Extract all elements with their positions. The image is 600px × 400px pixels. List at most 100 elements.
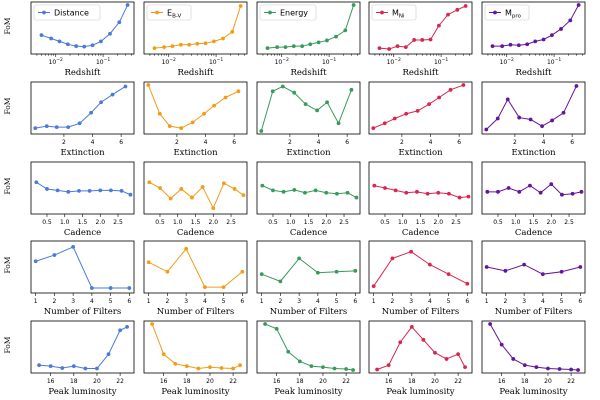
data-point — [184, 246, 189, 251]
x-tick-label: 2 — [390, 298, 394, 305]
data-point — [415, 108, 420, 113]
x-tick-label: 20 — [544, 378, 552, 385]
panel-cadence-distance: 0.5 1.0 1.5 2.0 2.5 Cadence FoM — [3, 161, 135, 238]
data-point — [395, 44, 400, 49]
data-point — [500, 44, 505, 49]
data-point — [433, 350, 437, 355]
panel-cadence-mpro: 0.5 1.0 1.5 2.0 2.5 Cadence — [481, 161, 586, 238]
x-tick-label: 1.0 — [286, 219, 296, 226]
data-point — [546, 366, 550, 371]
x-tick-label: 2.5 — [339, 219, 349, 226]
x-tick-label: 4 — [316, 298, 320, 305]
data-point — [161, 352, 166, 357]
legend-marker — [42, 10, 46, 15]
data-point — [263, 322, 268, 326]
data-point — [485, 189, 490, 194]
legend-label: Energy — [280, 9, 308, 18]
x-axis-label: Extinction — [398, 148, 443, 158]
data-point — [404, 111, 409, 116]
x-axis-label: Cadence — [64, 228, 101, 238]
data-point — [278, 279, 283, 284]
series-line — [376, 326, 466, 370]
x-tick-label: 0.5 — [380, 219, 390, 226]
legend-ebv: EB-V — [146, 4, 192, 21]
x-axis-label: Extinction — [286, 148, 331, 158]
x-tick-label: 4 — [429, 139, 433, 146]
data-point — [303, 190, 307, 195]
data-point — [437, 23, 441, 28]
x-tick-label: 16 — [385, 378, 393, 385]
x-tick-label: 1 — [34, 298, 38, 305]
series-line — [487, 183, 582, 196]
panel-number-of-filters-distance: 1 2 3 4 5 6 Number of Filters FoM — [3, 240, 135, 317]
data-point — [351, 368, 355, 372]
data-point — [60, 366, 65, 370]
x-tick-label: 10−2 — [162, 57, 176, 66]
data-point — [66, 189, 71, 194]
x-tick-label: 20 — [319, 378, 327, 385]
x-axis-label: Peak luminosity — [48, 387, 116, 397]
x-axis-label: Redshift — [516, 68, 553, 78]
y-axis-label: FoM — [3, 256, 12, 273]
panel-number-of-filters-mpro: 1 2 3 4 5 6 Number of Filters — [481, 240, 586, 317]
x-axis-label: Redshift — [403, 68, 440, 78]
data-point — [425, 191, 430, 196]
data-point — [490, 44, 495, 49]
x-tick-label: 2 — [288, 139, 292, 146]
x-tick-label: 22 — [116, 378, 124, 385]
panel-cadence-ebv: 0.5 1.0 1.5 2.0 2.5 Cadence — [143, 161, 248, 238]
data-point — [428, 37, 433, 42]
x-tick-label: 16 — [498, 378, 506, 385]
data-point — [560, 192, 564, 197]
x-axis-label: Number of Filters — [270, 307, 347, 317]
data-point — [55, 188, 60, 193]
data-point — [533, 39, 538, 44]
axes-frame — [368, 240, 473, 294]
data-point — [308, 42, 313, 47]
data-point — [57, 39, 62, 44]
x-axis-label: Cadence — [290, 228, 327, 238]
legend-label: EB-V — [167, 9, 181, 20]
data-point — [313, 188, 318, 193]
data-point — [195, 41, 200, 46]
data-point — [98, 188, 103, 193]
data-point — [280, 84, 285, 89]
data-point — [77, 121, 82, 126]
data-point — [123, 84, 128, 89]
legend-label: Distance — [54, 9, 89, 18]
data-point — [455, 7, 460, 12]
x-tick-label: 1.5 — [191, 219, 201, 226]
data-point — [165, 269, 170, 274]
x-tick-label: 4 — [91, 139, 95, 146]
data-point — [157, 111, 162, 116]
data-point — [412, 38, 417, 42]
x-tick-label: 4 — [541, 298, 545, 305]
data-point — [108, 31, 112, 36]
x-tick-label: 6 — [127, 298, 131, 305]
data-point — [349, 87, 354, 92]
panel-redshift-mpro: 10−2 10−1 Redshift Mpro — [481, 1, 586, 78]
data-point — [221, 285, 226, 289]
data-point — [219, 366, 224, 370]
legend-distance: Distance — [33, 4, 101, 21]
data-point — [200, 185, 205, 189]
panel-cadence-mni: 0.5 1.0 1.5 2.0 2.5 Cadence — [368, 161, 473, 238]
x-tick-label: 2.5 — [226, 219, 236, 226]
data-point — [167, 124, 172, 129]
x-tick-label: 6 — [240, 298, 244, 305]
data-point — [517, 115, 522, 120]
data-point — [332, 366, 337, 371]
data-point — [420, 38, 425, 42]
data-point — [351, 3, 356, 7]
x-tick-label: 0.5 — [268, 219, 278, 226]
x-tick-label: 1.0 — [173, 219, 183, 226]
panel-redshift-mni: 10−2 10−1 Redshift MNi — [368, 1, 473, 78]
series-line — [148, 247, 243, 288]
data-point — [168, 196, 173, 201]
x-tick-label: 1.5 — [304, 219, 314, 226]
data-point — [372, 183, 377, 188]
x-tick-label: 10−1 — [547, 57, 561, 66]
x-tick-label: 10−1 — [322, 57, 336, 66]
